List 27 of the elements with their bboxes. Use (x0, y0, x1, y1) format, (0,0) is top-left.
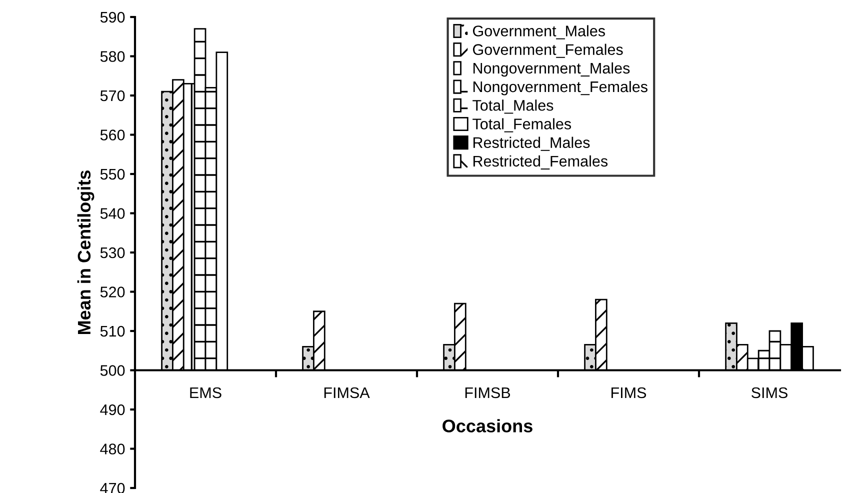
legend-label: Restricted_Males (473, 136, 590, 151)
legend-label: Total_Males (472, 100, 554, 114)
y-tick-label: 500 (100, 365, 125, 376)
y-axis-title: Mean in Centilogits (77, 170, 94, 334)
legend-label: Government_Females (473, 44, 623, 58)
y-tick-label: 550 (100, 168, 125, 180)
x-tick-label: SIMS (752, 387, 788, 398)
y-tick-label: 530 (100, 247, 125, 258)
legend-label: Restricted_Females (473, 155, 608, 170)
y-tick-label: 490 (100, 404, 125, 416)
y-tick-label: 590 (100, 12, 125, 23)
y-tick-label: 580 (100, 51, 125, 62)
y-tick-label: 540 (100, 208, 125, 219)
x-tick-label: FIMSA (324, 387, 370, 398)
legend-label: Nongovernment_Females (473, 80, 648, 96)
y-tick-label: 570 (100, 90, 125, 102)
y-tick-label: 560 (100, 130, 125, 140)
x-tick-label: FIMS (612, 387, 646, 398)
y-tick-label: 510 (100, 326, 125, 337)
legend-label: Nongovernment_Males (473, 62, 630, 77)
legend-label: Total_Females (472, 118, 572, 132)
legend-label: Government_Males (473, 25, 605, 40)
y-tick-label: 520 (100, 286, 125, 298)
x-axis-title: Occasions (442, 419, 532, 432)
x-tick-label: FIMSB (465, 387, 510, 398)
y-tick-label: 480 (100, 444, 125, 454)
x-tick-label: EMS (190, 387, 222, 398)
